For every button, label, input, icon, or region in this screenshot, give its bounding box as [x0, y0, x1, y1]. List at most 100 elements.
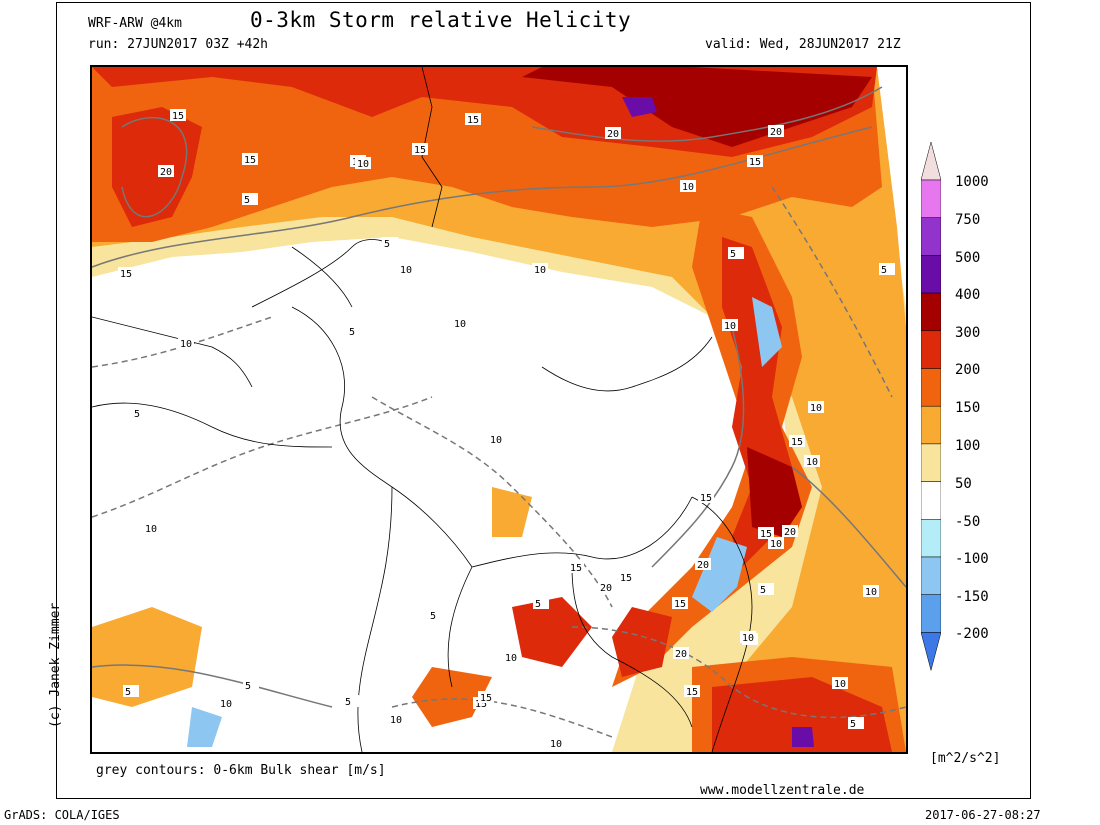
- contour-label: 5: [730, 249, 736, 260]
- contour-label: 5: [881, 265, 887, 276]
- contour-label: 10: [724, 321, 736, 332]
- legend-label: 400: [955, 287, 981, 303]
- contour-label: 15: [172, 111, 184, 122]
- legend-label: 200: [955, 362, 981, 378]
- contour-label: 5: [384, 239, 390, 250]
- legend-label: -150: [955, 589, 989, 605]
- contour-label: 5: [125, 687, 131, 698]
- render-timestamp: 2017-06-27-08:27: [925, 808, 1041, 822]
- contour-label: 15: [700, 493, 712, 504]
- contour-label: 10: [550, 739, 562, 750]
- legend-cell: [921, 292, 941, 332]
- coastlines: [92, 239, 393, 388]
- contour-label: 15: [120, 269, 132, 280]
- contour-label: 15: [686, 687, 698, 698]
- contour-labels: 15 20 15 10 5 15 15 10 20 20 15 10 5 15 …: [118, 109, 895, 750]
- valid-time: valid: Wed, 28JUN2017 21Z: [705, 37, 901, 52]
- contour-label: 15: [244, 155, 256, 166]
- contour-label: 5: [245, 681, 251, 692]
- legend-cap-top: [921, 142, 941, 181]
- contour-label: 15: [760, 529, 772, 540]
- contour-label: 15: [467, 115, 479, 126]
- contour-label: 20: [607, 129, 619, 140]
- map-svg: 15 20 15 10 5 15 15 10 20 20 15 10 5 15 …: [92, 67, 906, 752]
- legend-label: -100: [955, 551, 989, 567]
- legend-label: 500: [955, 250, 981, 266]
- legend-cell: [921, 179, 941, 218]
- contour-label: 5: [430, 611, 436, 622]
- contour-label: 10: [145, 524, 157, 535]
- contour-label: 10: [865, 587, 877, 598]
- legend-label: -200: [955, 626, 989, 642]
- legend-cell: [921, 255, 941, 294]
- legend-cell: [921, 443, 941, 482]
- contour-label: 20: [600, 583, 612, 594]
- contour-label: 20: [784, 527, 796, 538]
- legend-label: 50: [955, 476, 972, 492]
- contour-label: 10: [682, 182, 694, 193]
- model-label: WRF-ARW @4km: [88, 16, 182, 31]
- contour-label: 10: [400, 265, 412, 276]
- shear-contours: [92, 86, 906, 738]
- legend-label: 300: [955, 325, 981, 341]
- legend-cell: [921, 519, 941, 558]
- contour-label: 10: [810, 403, 822, 414]
- contour-label: 10: [220, 699, 232, 710]
- contour-label: 10: [490, 435, 502, 446]
- legend-cell: [921, 330, 941, 369]
- legend-cell: [921, 594, 941, 633]
- contour-label: 20: [770, 127, 782, 138]
- software-credit: GrADS: COLA/IGES: [4, 808, 120, 822]
- contour-label: 5: [134, 409, 140, 420]
- contour-label: 15: [570, 563, 582, 574]
- legend-unit: [m^2/s^2]: [930, 751, 1001, 766]
- contour-label: 5: [760, 585, 766, 596]
- website-link[interactable]: www.modellzentrale.de: [700, 783, 865, 798]
- contour-label: 5: [244, 195, 250, 206]
- helicity-map: 15 20 15 10 5 15 15 10 20 20 15 10 5 15 …: [90, 65, 908, 754]
- legend-cap-bottom: [921, 632, 941, 672]
- legend-label: 150: [955, 400, 981, 416]
- contour-label: 10: [806, 457, 818, 468]
- contour-label: 15: [480, 693, 492, 704]
- contour-label: 20: [697, 560, 709, 571]
- contour-label: 5: [349, 327, 355, 338]
- legend-cell: [921, 556, 941, 595]
- contour-label: 10: [454, 319, 466, 330]
- contour-label: 15: [620, 573, 632, 584]
- contour-label: 15: [674, 599, 686, 610]
- contour-label: 15: [475, 699, 487, 710]
- contour-note: grey contours: 0-6km Bulk shear [m/s]: [96, 763, 386, 778]
- contour-label: 10: [534, 265, 546, 276]
- helicity-field: [92, 67, 906, 752]
- contour-label: 10: [742, 633, 754, 644]
- contour-label: 15: [414, 145, 426, 156]
- contour-label: 10: [505, 653, 517, 664]
- contour-label: 15: [749, 157, 761, 168]
- legend-label: 1000: [955, 174, 989, 190]
- chart-title: 0-3km Storm relative Helicity: [250, 8, 632, 32]
- legend-cell: [921, 217, 941, 256]
- contour-label: 5: [345, 697, 351, 708]
- contour-label: 10: [390, 715, 402, 726]
- contour-label: 20: [160, 167, 172, 178]
- run-info: run: 27JUN2017 03Z +42h: [88, 37, 269, 52]
- copyright-label: (c) Janek Zimmer: [48, 602, 63, 728]
- legend-cell: [921, 368, 941, 407]
- legend-label: -50: [955, 514, 981, 530]
- contour-label: 20: [675, 649, 687, 660]
- figure-frame: [56, 2, 1031, 799]
- contour-label: 10: [834, 679, 846, 690]
- legend-label: 100: [955, 438, 981, 454]
- contour-label: 10: [357, 159, 369, 170]
- legend-label: 750: [955, 212, 981, 228]
- contour-label: 10: [770, 539, 782, 550]
- legend-cell: [921, 481, 941, 520]
- contour-label: 15: [791, 437, 803, 448]
- country-borders: [92, 67, 753, 752]
- contour-label: 10: [180, 339, 192, 350]
- legend-cell: [921, 405, 941, 445]
- contour-label: 5: [850, 719, 856, 730]
- contour-label: 5: [535, 599, 541, 610]
- color-legend: [921, 142, 941, 672]
